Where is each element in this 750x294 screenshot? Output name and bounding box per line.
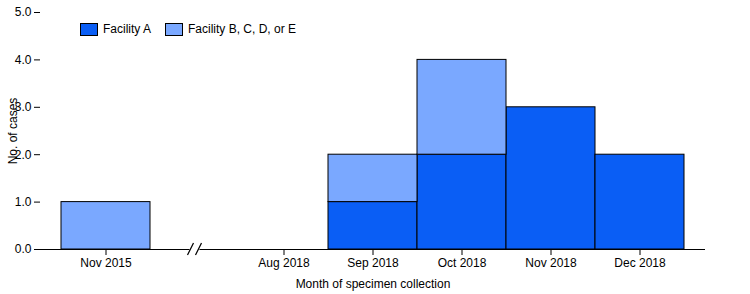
html-text:Facility A: Facility A	[103, 22, 151, 36]
svg-text:4.0: 4.0	[15, 53, 32, 67]
svg-text:Sep 2018: Sep 2018	[347, 256, 399, 270]
svg-text:2.0: 2.0	[14, 147, 32, 162]
html-text:Facility B, C, D, or E: Facility B, C, D, or E	[188, 22, 296, 36]
svg-text:3.0: 3.0	[14, 100, 32, 115]
svg-text:Aug 2018: Aug 2018	[258, 256, 310, 270]
svg-text:1.0: 1.0	[15, 195, 32, 209]
svg-text:No. of cases: No. of cases	[6, 98, 20, 165]
svg-text:Nov 2015: Nov 2015	[80, 256, 132, 270]
svg-text:5.0: 5.0	[15, 5, 32, 19]
svg-text:Oct 2018: Oct 2018	[438, 256, 487, 270]
svg-text:Month of specimen collection: Month of specimen collection	[296, 277, 451, 291]
svg-text:Nov 2018: Nov 2018	[525, 256, 577, 270]
svg-text:0.0: 0.0	[15, 242, 32, 256]
svg-text:Dec 2018: Dec 2018	[614, 256, 666, 270]
